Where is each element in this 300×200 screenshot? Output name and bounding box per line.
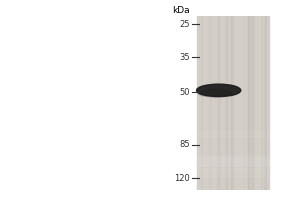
Ellipse shape [196, 84, 241, 97]
Bar [196, 131, 269, 136]
Ellipse shape [198, 89, 231, 97]
Text: 120: 120 [174, 174, 190, 183]
Bar [196, 155, 269, 169]
Text: 25: 25 [179, 20, 190, 29]
Bar [196, 155, 269, 166]
Text: 50: 50 [179, 88, 190, 97]
Text: kDa: kDa [172, 6, 190, 15]
Text: 85: 85 [179, 140, 190, 149]
Bar [196, 16, 269, 190]
Bar [196, 157, 269, 166]
Bar [196, 168, 269, 176]
Text: 35: 35 [179, 53, 190, 62]
